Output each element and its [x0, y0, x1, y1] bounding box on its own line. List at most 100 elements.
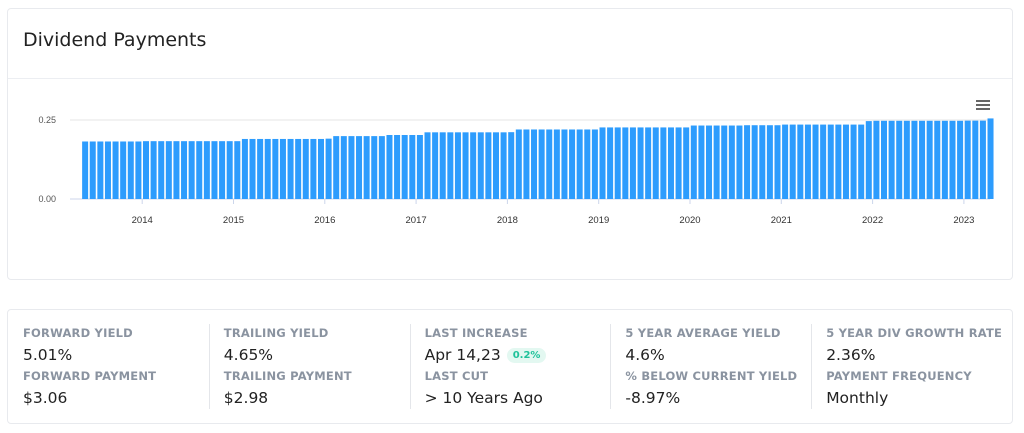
bar: [629, 127, 636, 199]
bar: [371, 136, 378, 199]
bar: [683, 127, 690, 199]
bar: [728, 125, 735, 199]
bar: [409, 135, 416, 199]
stat-forward: FORWARD YIELD 5.01% FORWARD PAYMENT $3.0…: [8, 310, 209, 423]
x-tick-label: 2019: [588, 215, 609, 226]
x-tick-label: 2020: [679, 215, 700, 226]
bar: [827, 124, 834, 199]
bar: [584, 129, 591, 199]
bar: [797, 124, 804, 199]
stat-label: TRAILING PAYMENT: [223, 369, 352, 383]
x-tick-label: 2014: [132, 215, 153, 226]
bar: [561, 129, 568, 199]
stat-value: 4.6%: [625, 346, 665, 364]
bar: [888, 120, 895, 199]
bar: [363, 136, 370, 199]
bar: [706, 125, 713, 199]
stat-trailing: TRAILING YIELD 4.65% TRAILING PAYMENT $2…: [208, 310, 410, 423]
stat-label: PAYMENT FREQUENCY: [826, 369, 972, 383]
bar: [454, 132, 461, 199]
bar: [356, 136, 363, 199]
x-tick-label: 2015: [223, 215, 244, 226]
stat-label: 5 YEAR AVERAGE YIELD: [625, 326, 781, 340]
bar: [949, 120, 956, 199]
stat-value: -8.97%: [625, 389, 681, 407]
increase-badge: 0.2%: [506, 348, 547, 363]
bar: [386, 135, 393, 199]
bar: [150, 141, 157, 199]
bar: [211, 141, 218, 199]
stat-label: LAST CUT: [424, 369, 489, 383]
bar: [667, 127, 674, 199]
bar: [317, 138, 324, 199]
bar: [576, 129, 583, 199]
bar: [972, 120, 979, 199]
bar: [500, 132, 507, 199]
bar: [394, 135, 401, 199]
bar: [546, 129, 553, 199]
stat-growth: 5 YEAR DIV GROWTH RATE 2.36% PAYMENT FRE…: [811, 310, 1012, 423]
bar: [241, 138, 248, 199]
bar: [645, 127, 652, 199]
page-title: Dividend Payments: [23, 29, 207, 51]
dividend-payments-card: Dividend Payments 0.00 0.25 2014 2015 2016 20…: [7, 8, 1013, 280]
bar: [964, 120, 971, 199]
bar: [112, 141, 119, 199]
bar: [287, 138, 294, 199]
bar: [226, 141, 233, 199]
bar: [820, 124, 827, 199]
bar: [987, 118, 994, 199]
stat-label: LAST INCREASE: [424, 326, 528, 340]
divider: [8, 78, 1012, 79]
bar: [120, 141, 127, 199]
bar: [257, 138, 264, 199]
bar: [348, 136, 355, 199]
x-tick-label: 2017: [406, 215, 427, 226]
bar: [858, 124, 865, 199]
bar: [340, 136, 347, 199]
stat-value: Apr 14,23 0.2%: [425, 343, 611, 369]
bar: [622, 127, 629, 199]
bar: [911, 120, 918, 199]
bar: [690, 125, 697, 199]
bar: [881, 120, 888, 199]
bar: [477, 132, 484, 199]
bar: [614, 127, 621, 199]
stat-label: % BELOW CURRENT YIELD: [625, 369, 798, 383]
bar: [447, 132, 454, 199]
bar: [188, 141, 195, 199]
bar: [698, 125, 705, 199]
bar: [804, 124, 811, 199]
bar: [873, 120, 880, 199]
bar: [941, 120, 948, 199]
bar: [135, 141, 142, 199]
bar: [979, 120, 986, 199]
bar: [462, 132, 469, 199]
stat-label: TRAILING YIELD: [223, 326, 329, 340]
bar: [744, 125, 751, 199]
bar: [401, 135, 408, 199]
x-tick-label: 2018: [497, 215, 518, 226]
bar: [569, 129, 576, 199]
stat-5yr-yield: 5 YEAR AVERAGE YIELD 4.6% % BELOW CURREN…: [610, 310, 811, 423]
last-increase-date: Apr 14,23: [424, 346, 501, 364]
bar: [934, 120, 941, 199]
bar: [127, 141, 134, 199]
x-tick-label: 2016: [314, 215, 335, 226]
bar: [485, 132, 492, 199]
bar: [652, 127, 659, 199]
bar: [424, 132, 431, 199]
bar: [333, 136, 340, 199]
bar: [272, 138, 279, 199]
bar: [181, 141, 188, 199]
bar: [432, 132, 439, 199]
stat-value: > 10 Years Ago: [424, 389, 543, 407]
bar: [766, 125, 773, 199]
bar: [842, 124, 849, 199]
hamburger-menu-icon[interactable]: [976, 100, 990, 112]
bar: [774, 125, 781, 199]
bar: [264, 138, 271, 199]
bar: [957, 120, 964, 199]
bar: [896, 120, 903, 199]
bar: [302, 138, 309, 199]
